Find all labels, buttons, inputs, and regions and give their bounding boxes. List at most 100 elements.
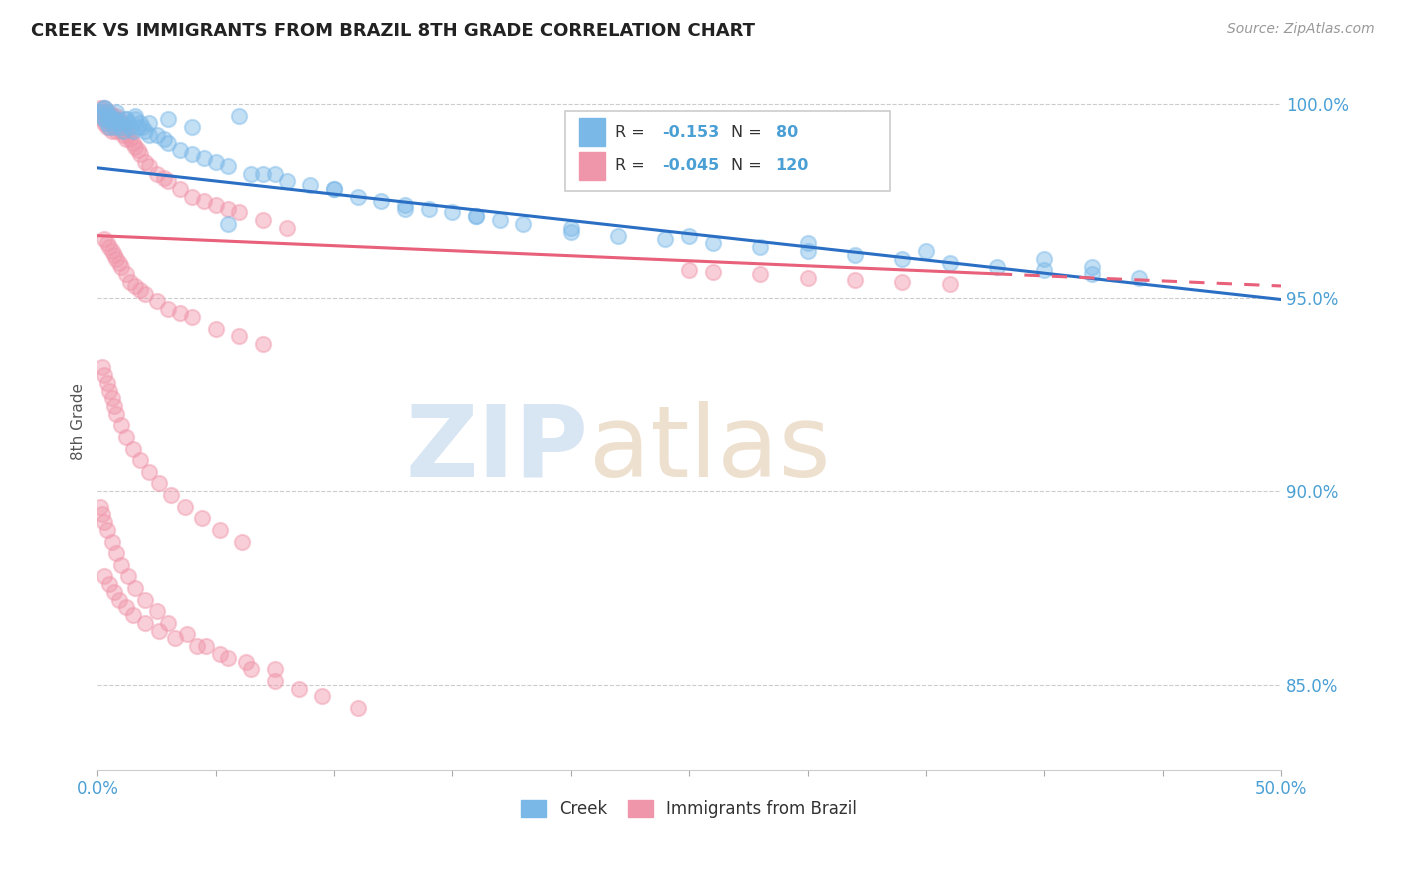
Point — [217, 217, 239, 231]
Point — [91, 109, 114, 123]
Point — [465, 209, 488, 223]
Point — [129, 453, 152, 467]
Point — [93, 112, 115, 127]
Point — [103, 120, 125, 135]
Point — [796, 271, 818, 285]
Point — [93, 101, 115, 115]
Point — [107, 256, 129, 270]
Point — [114, 124, 136, 138]
Point — [96, 236, 118, 251]
Point — [134, 286, 156, 301]
Point — [157, 615, 180, 630]
Point — [204, 155, 226, 169]
Point — [228, 205, 250, 219]
Text: 120: 120 — [776, 158, 808, 173]
Point — [370, 194, 392, 208]
Point — [124, 112, 146, 127]
Point — [181, 120, 204, 135]
Text: -0.153: -0.153 — [662, 125, 720, 140]
Point — [138, 116, 160, 130]
Point — [148, 476, 170, 491]
Point — [91, 112, 114, 127]
Point — [89, 109, 111, 123]
Text: N =: N = — [731, 125, 766, 140]
Point — [181, 190, 204, 204]
Point — [120, 275, 142, 289]
Point — [91, 508, 114, 522]
Point — [96, 104, 118, 119]
Point — [98, 112, 121, 127]
Point — [169, 182, 191, 196]
Point — [796, 244, 818, 259]
Point — [121, 608, 143, 623]
Point — [152, 170, 174, 185]
Point — [145, 604, 167, 618]
Point — [512, 217, 534, 231]
Point — [190, 511, 212, 525]
Point — [235, 655, 257, 669]
Legend: Creek, Immigrants from Brazil: Creek, Immigrants from Brazil — [515, 793, 863, 824]
Point — [105, 546, 128, 560]
Point — [165, 632, 187, 646]
FancyBboxPatch shape — [565, 112, 890, 192]
Point — [100, 112, 122, 127]
Point — [96, 523, 118, 537]
Point — [120, 132, 142, 146]
Point — [169, 144, 191, 158]
Point — [105, 109, 128, 123]
Point — [93, 569, 115, 583]
Point — [117, 128, 139, 142]
Point — [145, 167, 167, 181]
Point — [1080, 268, 1102, 282]
Point — [702, 265, 724, 279]
Point — [134, 592, 156, 607]
Point — [209, 523, 232, 537]
Point — [98, 240, 121, 254]
Point — [129, 283, 152, 297]
Point — [100, 124, 122, 138]
Text: R =: R = — [614, 158, 650, 173]
Point — [98, 384, 121, 398]
Point — [93, 109, 115, 123]
Point — [107, 116, 129, 130]
Point — [110, 260, 132, 274]
Point — [121, 124, 143, 138]
Point — [124, 279, 146, 293]
Point — [1033, 252, 1056, 266]
Point — [915, 244, 938, 259]
Point — [193, 151, 215, 165]
Text: -0.045: -0.045 — [662, 158, 720, 173]
Point — [299, 178, 322, 193]
Point — [264, 662, 287, 676]
Point — [110, 120, 132, 135]
Point — [394, 202, 416, 216]
Point — [240, 662, 263, 676]
Point — [1080, 260, 1102, 274]
Point — [418, 202, 440, 216]
Point — [96, 112, 118, 127]
Text: N =: N = — [731, 158, 766, 173]
Point — [114, 600, 136, 615]
Point — [105, 116, 128, 130]
Point — [204, 321, 226, 335]
Point — [323, 182, 346, 196]
Point — [103, 112, 125, 127]
Point — [276, 220, 298, 235]
Text: ZIP: ZIP — [406, 401, 589, 498]
Point — [98, 104, 121, 119]
Point — [193, 194, 215, 208]
Point — [394, 197, 416, 211]
Point — [110, 116, 132, 130]
Point — [129, 147, 152, 161]
Point — [114, 112, 136, 127]
Point — [112, 124, 135, 138]
Point — [844, 248, 866, 262]
Point — [138, 128, 160, 142]
Point — [145, 294, 167, 309]
Point — [678, 263, 700, 277]
Point — [100, 391, 122, 405]
Point — [105, 112, 128, 127]
Point — [121, 136, 143, 150]
Text: Source: ZipAtlas.com: Source: ZipAtlas.com — [1227, 22, 1375, 37]
Point — [110, 418, 132, 433]
